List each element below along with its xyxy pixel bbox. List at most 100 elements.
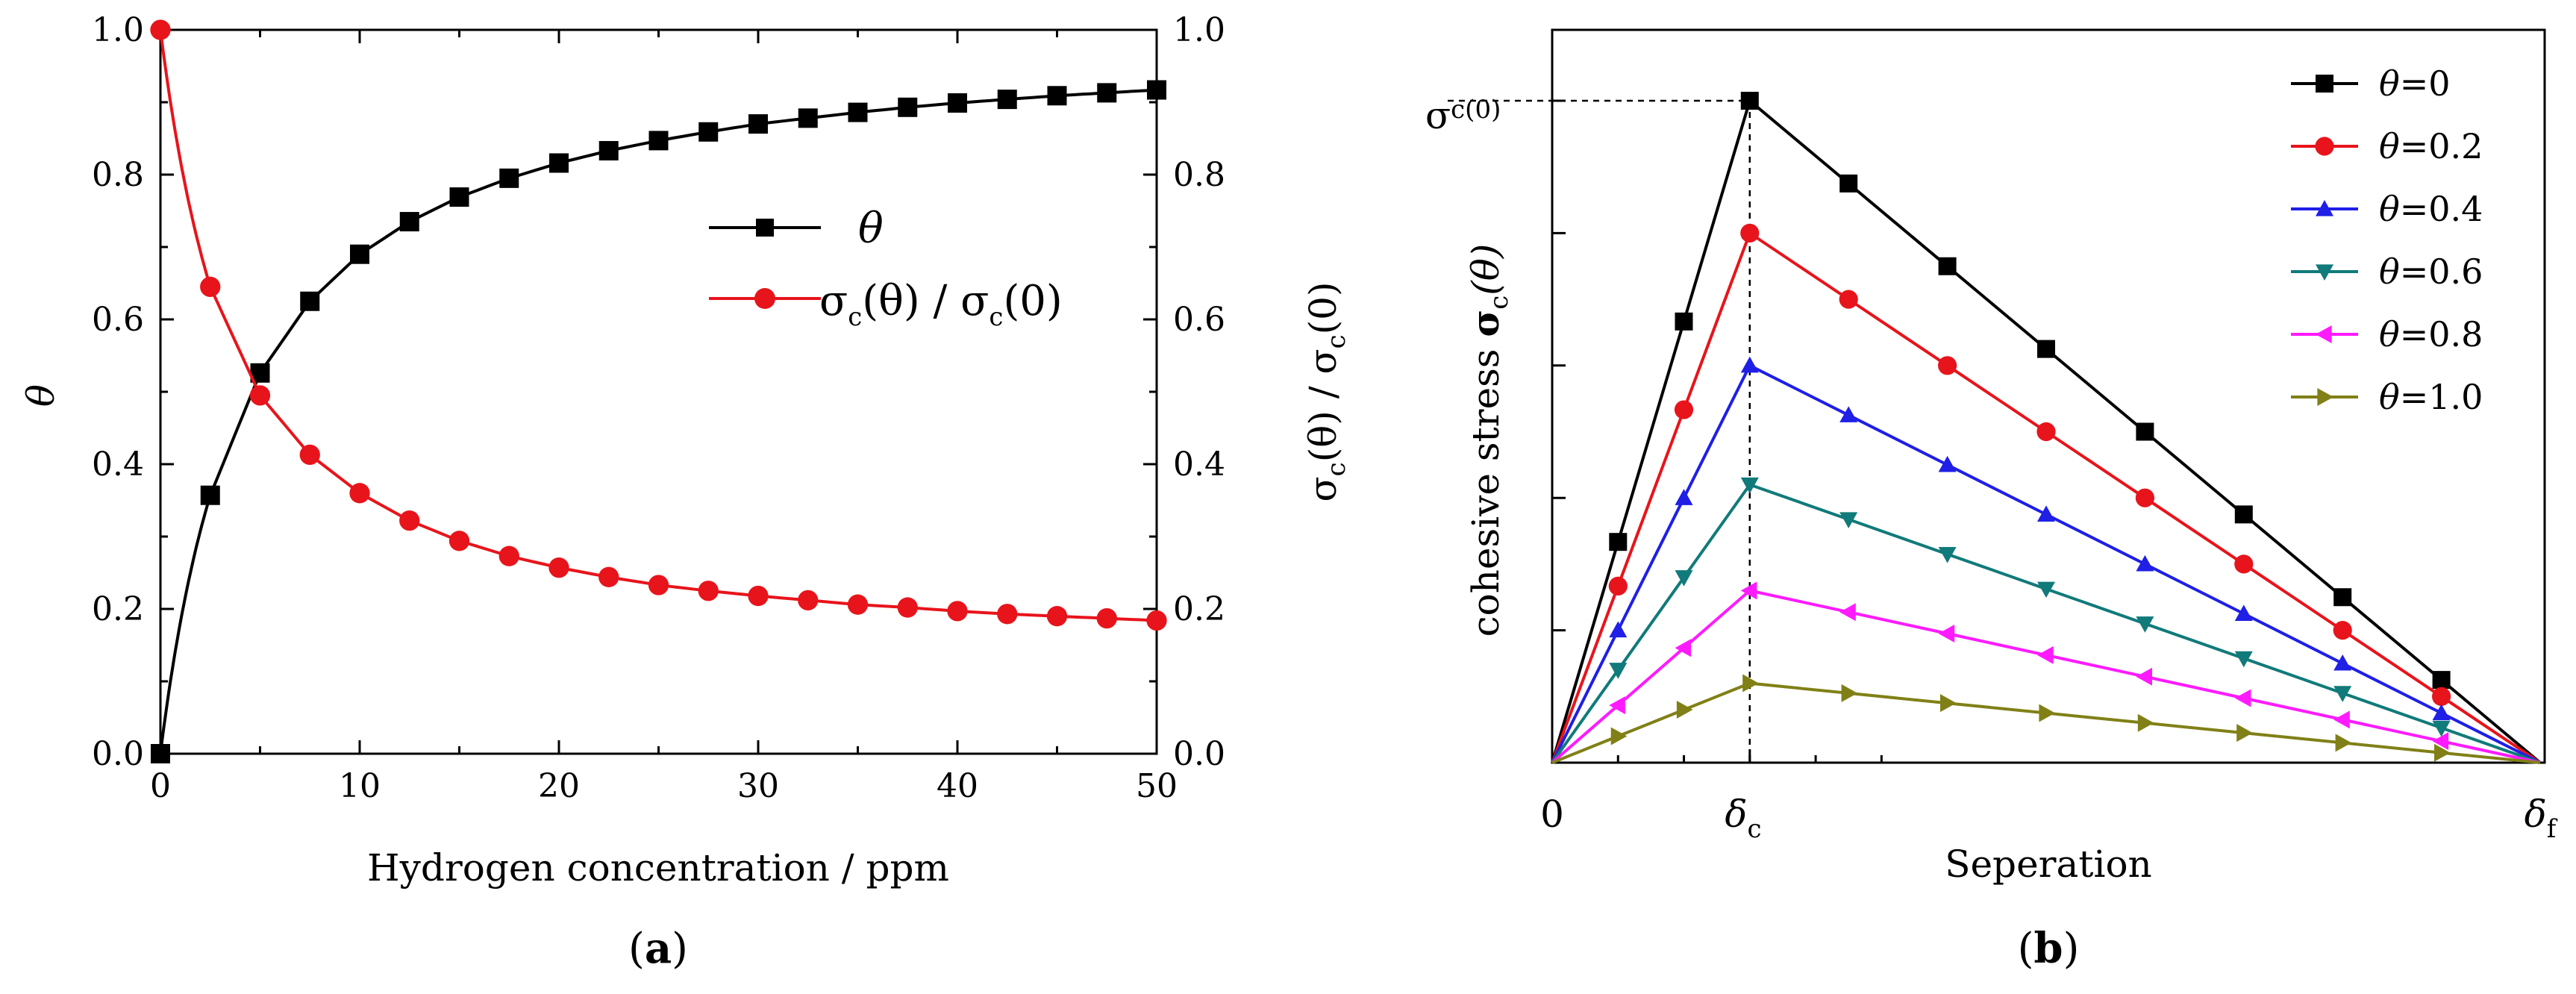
panel-a-point-0: [948, 93, 967, 113]
panel-b-point-1: [2234, 554, 2254, 574]
legend-sigma-mid: (θ) / σ: [862, 277, 989, 325]
b-legend-marker: [2316, 200, 2333, 216]
panel-b-point-3: [2037, 581, 2055, 598]
y-right-tick-label: 0.0: [1173, 735, 1225, 773]
panel-a-point-1: [648, 575, 669, 596]
b-legend-item: θ=1.0: [2291, 377, 2483, 417]
panel-b-caption: (b): [2018, 924, 2080, 973]
panel-a-point-1: [748, 585, 769, 607]
panel-a-point-0: [300, 291, 320, 311]
y-tick-label: 0.6: [92, 301, 144, 339]
panel-b-x-tick-delta-c: δc: [1725, 793, 1761, 844]
panel-b-point-0: [1938, 257, 1957, 275]
panel-b-point-4: [1938, 625, 1955, 643]
b-legend-marker: [2317, 388, 2333, 406]
panel-b-point-1: [2036, 422, 2056, 442]
panel-b-y-peak-label: σc(0): [1425, 94, 1501, 137]
x-tick-label: 50: [1136, 767, 1178, 805]
legend-marker-theta: [756, 219, 774, 237]
panel-b-point-5: [2039, 704, 2055, 722]
panel-a-y-axis-title: θ: [19, 384, 63, 407]
delta-f-sub: f: [2547, 814, 2558, 844]
x-tick-label: 20: [538, 767, 580, 805]
b-legend-value: =0.6: [2400, 251, 2483, 292]
b-legend-label: θ=0.8: [2379, 314, 2483, 354]
legend-marker-sigma-ratio: [754, 288, 775, 309]
panel-b-plot-frame: [1551, 28, 2546, 764]
panel-b-point-2: [2037, 505, 2055, 522]
panel-b-point-2: [2432, 704, 2451, 721]
b-legend-value: =0.4: [2400, 189, 2483, 229]
b-legend-item: θ=0: [2291, 63, 2451, 104]
panel-b-point-4: [2432, 732, 2449, 751]
panel-b-point-5: [2335, 734, 2352, 752]
legend-item-sigma-ratio: σc(θ) / σc(0): [709, 277, 1063, 332]
panel-b-point-3: [1839, 512, 1858, 529]
b-legend-item: θ=0.8: [2291, 314, 2483, 354]
panel-b-point-5: [2137, 713, 2154, 732]
panel-a-point-0: [200, 485, 220, 505]
caption-b-open: (: [2018, 925, 2034, 973]
panel-a-x-axis-title: Hydrogen concentration / ppm: [367, 846, 949, 890]
y-tick-label: 1.0: [92, 11, 144, 49]
panel-b-series-line-0: [1551, 98, 2542, 764]
panel-a-point-1: [1096, 607, 1117, 629]
panel-b-point-0: [2136, 422, 2154, 441]
y-title-sub: c: [1484, 296, 1514, 310]
panel-a-point-0: [549, 153, 569, 173]
caption-a-open: (: [628, 925, 645, 973]
panel-a-point-0: [698, 122, 719, 142]
panel-a-point-1: [847, 594, 869, 615]
b-legend-label: θ=0.6: [2379, 251, 2483, 292]
y-tick-label: 0.2: [92, 590, 144, 628]
panel-b-x-tick-zero: 0: [1540, 793, 1564, 836]
panel-b-series: [1551, 92, 2542, 764]
panel-a-point-1: [1146, 610, 1167, 631]
b-legend-theta: θ: [2379, 189, 2400, 229]
b-legend-label: θ=0.4: [2379, 189, 2483, 229]
y-right-tick-label: 0.4: [1173, 446, 1225, 484]
panel-b-point-0: [2333, 588, 2352, 607]
panel-b-legend: θ=0θ=0.2θ=0.4θ=0.6θ=0.8θ=1.0: [2291, 63, 2483, 417]
panel-b-point-2: [1839, 406, 1858, 422]
b-legend-theta: θ: [2379, 63, 2400, 104]
panel-a: 0 10 20 30 40 50 0.0 0.00.2 0.20.4 0.40.6 0.60.8 0…: [19, 11, 1351, 973]
right-title-tail: (0): [1301, 282, 1345, 335]
peak-label-base: σ: [1425, 94, 1451, 137]
b-legend-marker: [2316, 264, 2333, 281]
panel-b-point-0: [1839, 174, 1858, 193]
panel-b-point-4: [2037, 646, 2054, 664]
b-legend-theta: θ: [2379, 377, 2400, 417]
right-title-sub1: c: [1322, 462, 1351, 476]
panel-a-point-1: [897, 597, 918, 618]
panel-b-point-3: [2234, 651, 2253, 668]
panel-a-point-1: [1046, 606, 1068, 627]
panel-a-point-1: [798, 590, 819, 611]
panel-b-point-4: [2333, 710, 2350, 729]
b-legend-marker: [2316, 75, 2333, 93]
delta-f-base: δ: [2525, 793, 2547, 836]
b-legend-item: θ=0.4: [2291, 189, 2483, 229]
panel-a-point-1: [349, 483, 370, 504]
b-legend-value: =0.8: [2400, 314, 2483, 354]
panel-a-x-ticks: 0 10 20 30 40 50: [150, 30, 1178, 805]
panel-b-peak-guides: [1448, 99, 1751, 763]
panel-a-point-1: [150, 19, 171, 40]
delta-c-base: δ: [1725, 793, 1747, 836]
panel-b: θ=0θ=0.2θ=0.4θ=0.6θ=0.8θ=1.0 σc(0) 0 δc …: [1425, 28, 2558, 973]
caption-a-label: a: [645, 924, 672, 973]
panel-a-point-1: [399, 510, 420, 531]
panel-a-point-1: [448, 531, 470, 551]
b-legend-value: =0: [2400, 63, 2451, 104]
panel-a-legend: θ σc(θ) / σc(0): [709, 204, 1063, 332]
panel-a-point-0: [798, 108, 818, 128]
panel-b-point-5: [1841, 684, 1858, 702]
legend-sigma-base: σ: [819, 277, 848, 325]
legend-label-sigma-ratio: σc(θ) / σc(0): [819, 277, 1063, 332]
panel-b-x-axis-title: Seperation: [1945, 843, 2152, 886]
panel-a-point-0: [648, 131, 669, 151]
caption-a-close: ): [672, 925, 688, 973]
panel-b-point-1: [2135, 488, 2154, 507]
panel-b-point-2: [1675, 489, 1693, 505]
